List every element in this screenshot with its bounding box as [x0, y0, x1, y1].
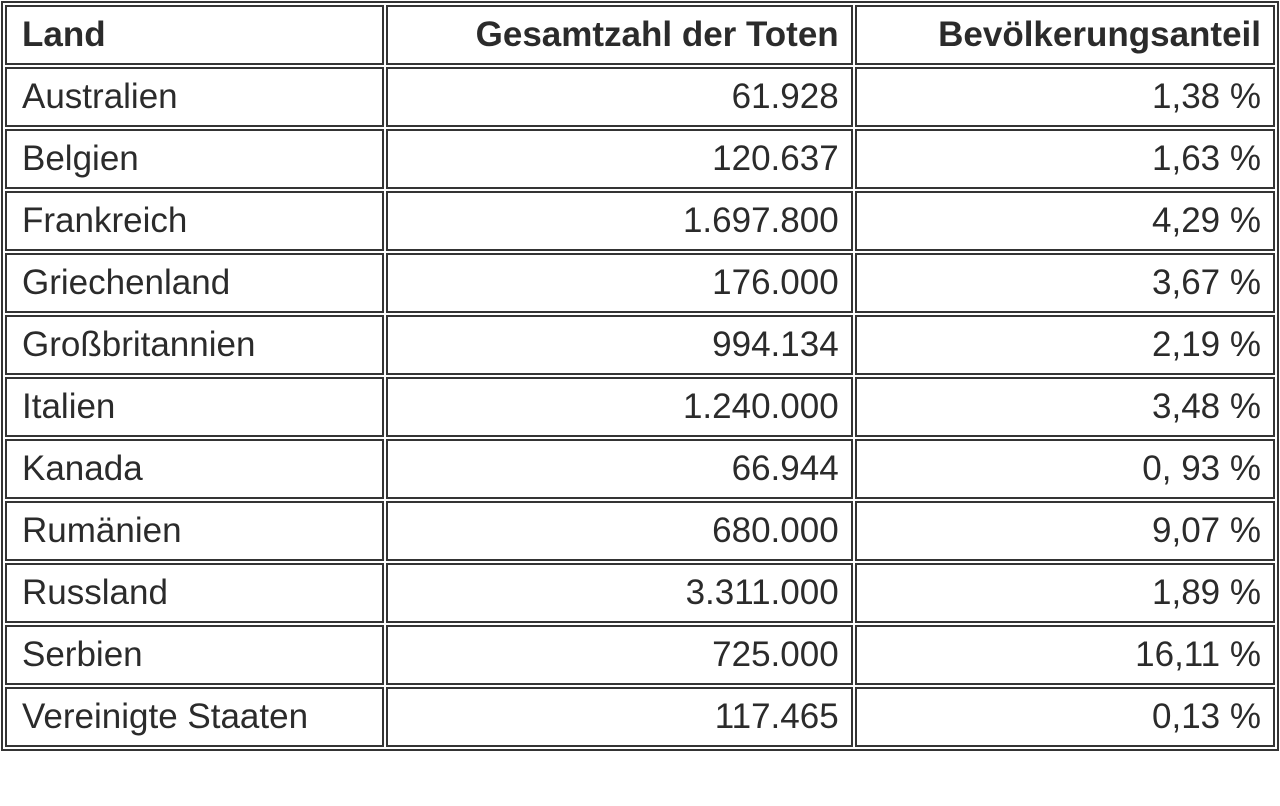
- cell-population-share: 3,48 %: [854, 377, 1275, 437]
- cell-total-deaths: 1.697.800: [385, 191, 853, 251]
- table-row: Großbritannien 994.134 2,19 %: [5, 315, 1275, 375]
- cell-total-deaths: 61.928: [385, 67, 853, 127]
- cell-population-share: 9,07 %: [854, 501, 1275, 561]
- cell-total-deaths: 66.944: [385, 439, 853, 499]
- cell-population-share: 2,19 %: [854, 315, 1275, 375]
- cell-total-deaths: 725.000: [385, 625, 853, 685]
- cell-country: Griechenland: [5, 253, 384, 313]
- cell-total-deaths: 680.000: [385, 501, 853, 561]
- column-header-population-share: Bevölkerungsanteil: [854, 5, 1275, 65]
- column-header-total-deaths: Gesamtzahl der Toten: [385, 5, 853, 65]
- table-row: Rumänien 680.000 9,07 %: [5, 501, 1275, 561]
- cell-population-share: 3,67 %: [854, 253, 1275, 313]
- table-body: Australien 61.928 1,38 % Belgien 120.637 1,63…: [5, 67, 1275, 747]
- table-row: Kanada 66.944 0, 93 %: [5, 439, 1275, 499]
- cell-total-deaths: 1.240.000: [385, 377, 853, 437]
- column-header-country: Land: [5, 5, 384, 65]
- table-row: Russland 3.311.000 1,89 %: [5, 563, 1275, 623]
- cell-country: Belgien: [5, 129, 384, 189]
- table-row: Australien 61.928 1,38 %: [5, 67, 1275, 127]
- table-row: Belgien 120.637 1,63 %: [5, 129, 1275, 189]
- table-row: Frankreich 1.697.800 4,29 %: [5, 191, 1275, 251]
- header-row: Land Gesamtzahl der Toten Bevölkerungsan…: [5, 5, 1275, 65]
- cell-country: Italien: [5, 377, 384, 437]
- cell-total-deaths: 994.134: [385, 315, 853, 375]
- war-deaths-table: Land Gesamtzahl der Toten Bevölkerungsan…: [1, 1, 1279, 751]
- cell-population-share: 1,38 %: [854, 67, 1275, 127]
- table-row: Griechenland 176.000 3,67 %: [5, 253, 1275, 313]
- cell-country: Australien: [5, 67, 384, 127]
- cell-population-share: 4,29 %: [854, 191, 1275, 251]
- cell-country: Serbien: [5, 625, 384, 685]
- cell-total-deaths: 176.000: [385, 253, 853, 313]
- table-row: Italien 1.240.000 3,48 %: [5, 377, 1275, 437]
- cell-total-deaths: 3.311.000: [385, 563, 853, 623]
- table-row: Vereinigte Staaten 117.465 0,13 %: [5, 687, 1275, 747]
- cell-population-share: 16,11 %: [854, 625, 1275, 685]
- cell-country: Rumänien: [5, 501, 384, 561]
- cell-total-deaths: 117.465: [385, 687, 853, 747]
- cell-country: Vereinigte Staaten: [5, 687, 384, 747]
- cell-population-share: 0,13 %: [854, 687, 1275, 747]
- cell-population-share: 0, 93 %: [854, 439, 1275, 499]
- cell-total-deaths: 120.637: [385, 129, 853, 189]
- table-row: Serbien 725.000 16,11 %: [5, 625, 1275, 685]
- cell-country: Kanada: [5, 439, 384, 499]
- cell-country: Großbritannien: [5, 315, 384, 375]
- cell-population-share: 1,89 %: [854, 563, 1275, 623]
- cell-population-share: 1,63 %: [854, 129, 1275, 189]
- cell-country: Frankreich: [5, 191, 384, 251]
- cell-country: Russland: [5, 563, 384, 623]
